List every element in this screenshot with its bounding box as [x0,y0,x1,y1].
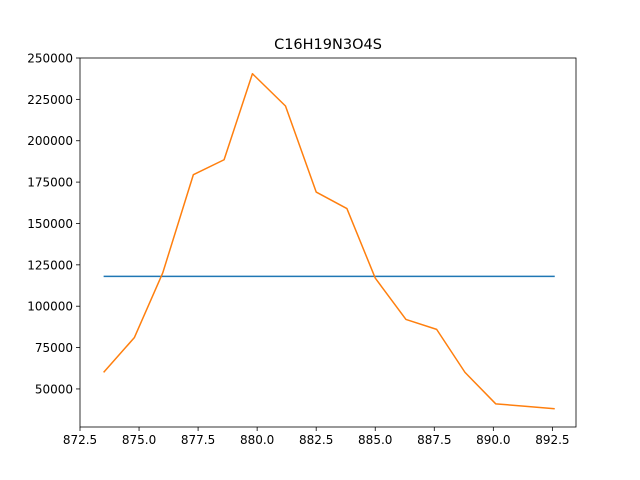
x-tick-label: 885.0 [358,433,392,447]
series-layer [103,72,555,410]
y-tick-label: 175000 [27,176,73,190]
plot-frame [79,57,577,428]
x-tick-label: 875.0 [122,433,156,447]
y-tick-label: 200000 [27,134,73,148]
x-tick-label: 882.5 [299,433,333,447]
y-tick-label: 50000 [35,382,73,396]
x-tick-label: 880.0 [240,433,274,447]
chart-title: C16H19N3O4S [274,37,382,53]
x-tick-label: 892.5 [535,433,569,447]
x-tick-label: 877.5 [181,433,215,447]
y-tick-label: 100000 [27,300,73,314]
x-tick-label: 890.0 [476,433,510,447]
x-axis: 872.5 875.0 877.5 880.0 882.5 885.0 887.5 890.0… [63,427,570,447]
y-tick-label: 150000 [27,217,73,231]
y-tick-label: 225000 [27,93,73,107]
y-tick-label: 125000 [27,258,73,272]
series-line-2 [103,72,555,410]
x-tick-label: 872.5 [63,433,97,447]
y-axis: 50000 75000 100000 125000 150000 175000 200000… [27,52,80,396]
y-tick-label: 250000 [27,52,73,66]
x-tick-label: 887.5 [417,433,451,447]
y-tick-label: 75000 [35,341,73,355]
